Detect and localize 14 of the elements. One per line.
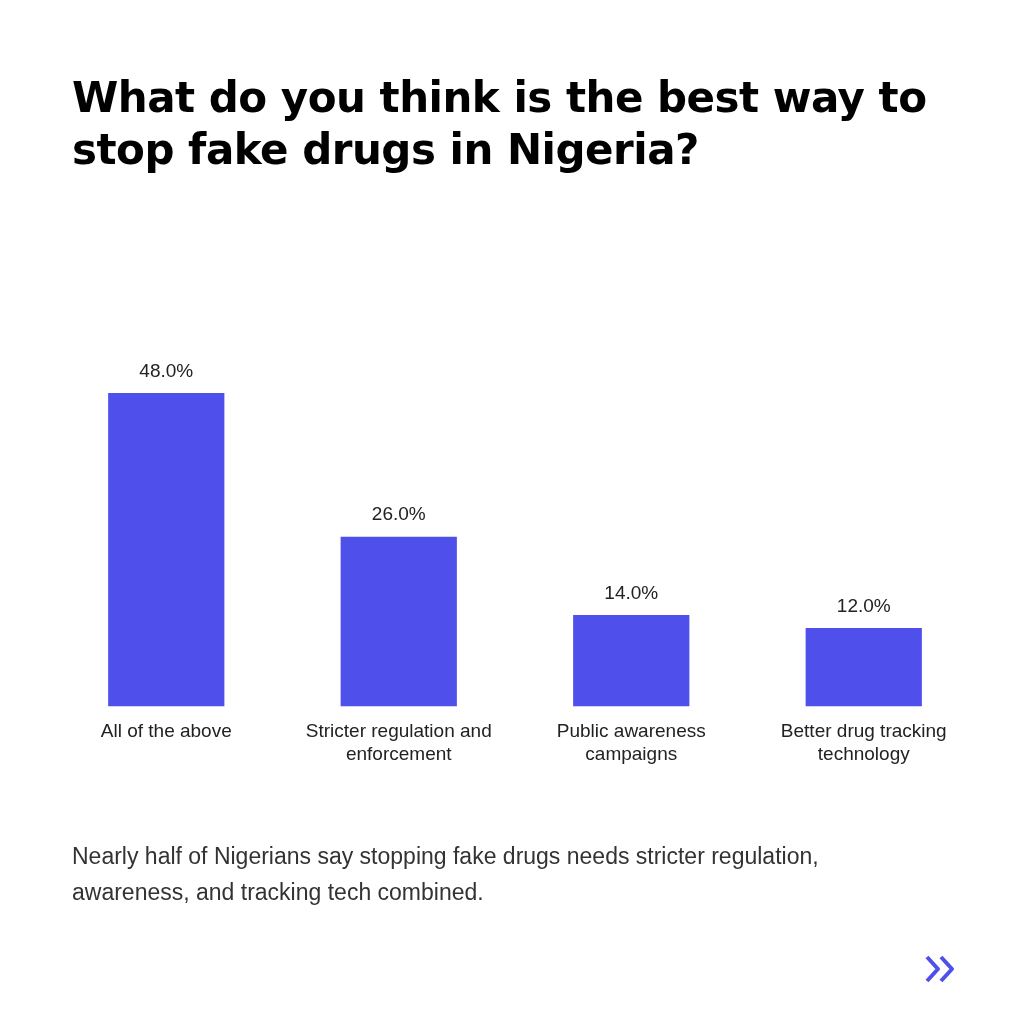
x-tick-label: Better drug tracking technology [780,720,947,764]
data-label: 48.0% [139,359,194,381]
data-label: 26.0% [371,503,426,525]
x-tick-label: All of the above [100,720,232,742]
bar [340,536,457,707]
bar [573,615,690,707]
x-tick-label: Public awareness campaigns [556,720,706,764]
chart-title: What do you think is the best way to stop fake drugs in Nigeria? [72,72,928,176]
bar [108,393,225,707]
bar [805,628,922,707]
data-label: 14.0% [604,581,659,603]
x-tick-label: Stricter regulation and enforcement [305,720,492,764]
data-label: 12.0% [836,594,891,616]
text: Nearly half of Nigerians say stopping fake drugs needs stricter regulation, awareness, and tracking tech combined. [72,842,820,907]
